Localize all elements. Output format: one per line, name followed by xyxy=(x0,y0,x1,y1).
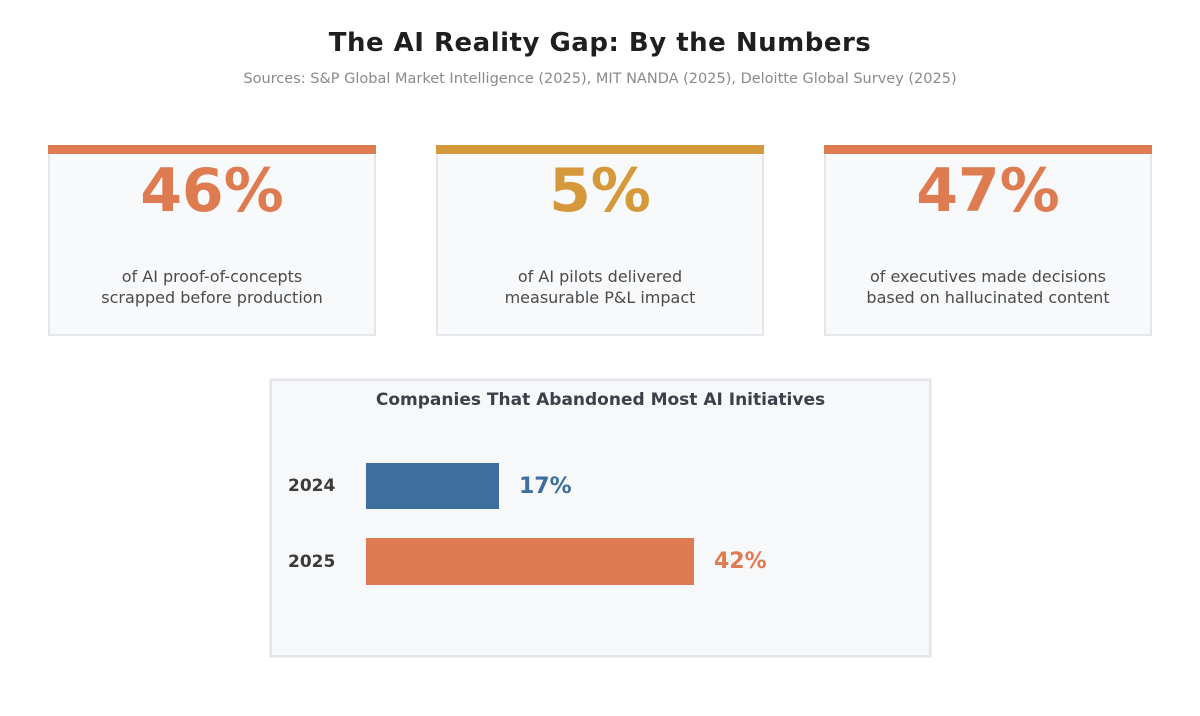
card-accent xyxy=(48,145,376,154)
abandoned-initiatives-chart: Companies That Abandoned Most AI Initiat… xyxy=(270,379,931,657)
bar-category-label: 2025 xyxy=(288,551,336,572)
stat-value: 47% xyxy=(916,156,1060,226)
bar-2024 xyxy=(366,463,499,509)
stat-card-hallucinated-decisions: 47% of executives made decisions based o… xyxy=(824,145,1152,336)
sources-subtitle: Sources: S&P Global Market Intelligence … xyxy=(243,71,957,87)
stat-label-line: of executives made decisions xyxy=(869,267,1107,286)
chart-title: Companies That Abandoned Most AI Initiat… xyxy=(375,390,826,410)
stat-label-line: measurable P&L impact xyxy=(504,288,696,307)
stat-card-poc-scrapped: 46% of AI proof-of-concepts scrapped bef… xyxy=(48,145,376,336)
stat-label-line: based on hallucinated content xyxy=(866,288,1110,307)
stat-label: of executives made decisions based on ha… xyxy=(826,266,1150,308)
stat-label: of AI proof-of-concepts scrapped before … xyxy=(50,266,374,308)
stat-value: 46% xyxy=(140,156,284,226)
bar-category-label: 2024 xyxy=(288,476,336,496)
bar-2025 xyxy=(366,538,694,585)
card-accent xyxy=(436,145,764,154)
card-accent xyxy=(824,145,1152,154)
stat-label-line: of AI pilots delivered xyxy=(517,267,683,286)
bar-value-label: 42% xyxy=(714,549,767,574)
bar-value-label: 17% xyxy=(519,473,572,499)
stat-cards-row: 46% of AI proof-of-concepts scrapped bef… xyxy=(48,145,1152,336)
stat-label: of AI pilots delivered measurable P&L im… xyxy=(438,266,762,308)
stat-card-pilot-impact: 5% of AI pilots delivered measurable P&L… xyxy=(436,145,764,336)
bar-row-2024: 2024 17% xyxy=(288,463,929,509)
bar-row-2025: 2025 42% xyxy=(288,538,929,585)
stat-value: 5% xyxy=(549,156,651,226)
stat-label-line: of AI proof-of-concepts xyxy=(121,267,303,286)
stat-label-line: scrapped before production xyxy=(101,288,323,307)
page-title: The AI Reality Gap: By the Numbers xyxy=(328,28,872,58)
